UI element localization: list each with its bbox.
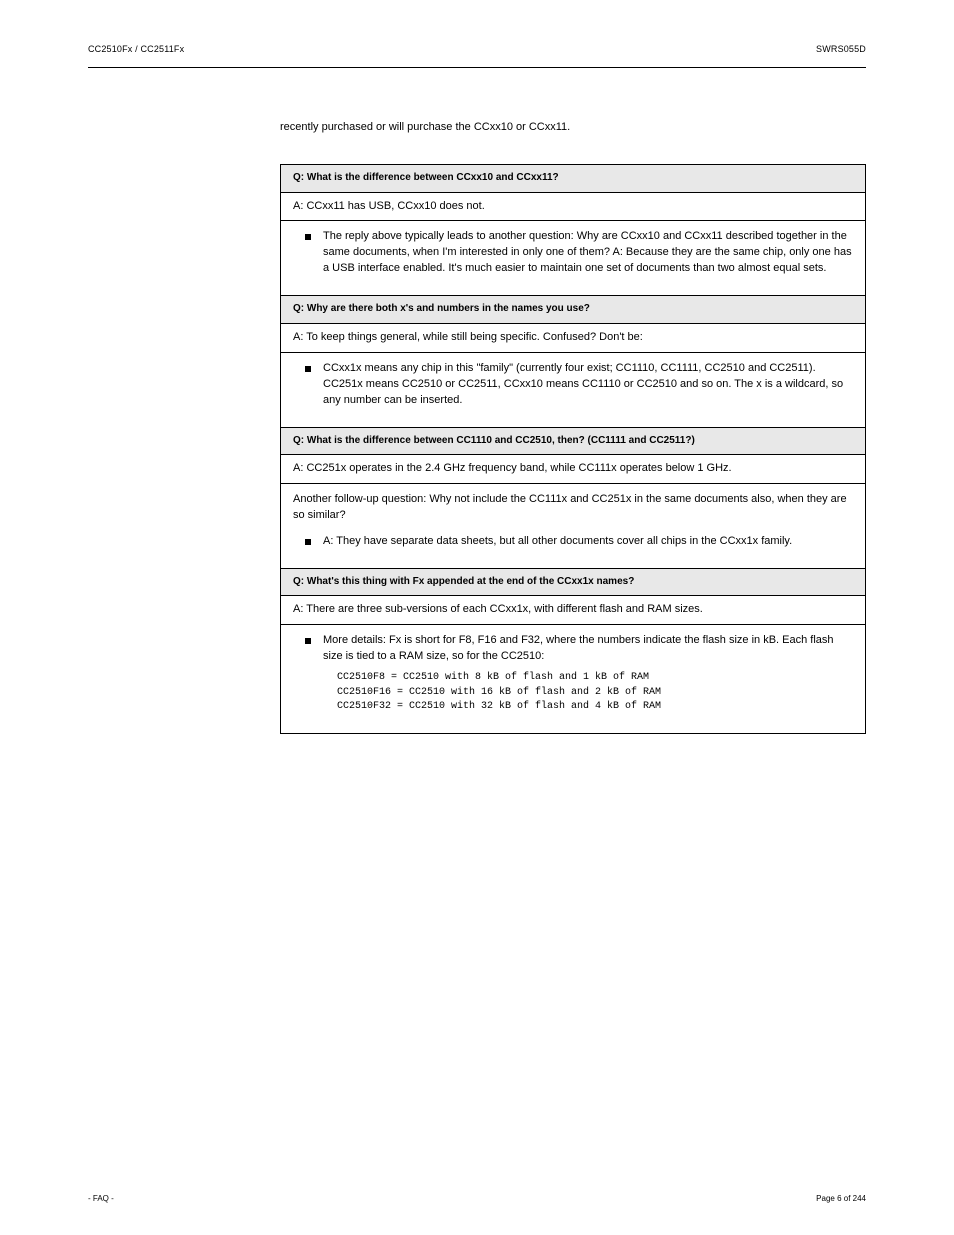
faq-bullet-text: CCxx1x means any chip in this "family" (… [323, 361, 853, 409]
page-footer: - FAQ - Page 6 of 244 [88, 1194, 866, 1203]
faq-bullet: A: They have separate data sheets, but a… [323, 534, 853, 550]
intro-text: recently purchased or will purchase the … [280, 120, 866, 136]
faq-question: Q: What is the difference between CC1110… [281, 427, 865, 455]
footer-right: Page 6 of 244 [816, 1194, 866, 1203]
header-right: SWRS055D [816, 44, 866, 54]
header-left: CC2510Fx / CC2511Fx [88, 44, 184, 54]
faq-mono-line: CC2510F16 = CC2510 with 16 kB of flash a… [337, 686, 853, 701]
faq-answer: A: CC251x operates in the 2.4 GHz freque… [281, 454, 865, 483]
faq-bullet: CCxx1x means any chip in this "family" (… [323, 361, 853, 409]
header-rule [88, 67, 866, 68]
faq-mono-line: CC2510F32 = CC2510 with 32 kB of flash a… [337, 700, 853, 715]
faq-detail: CCxx1x means any chip in this "family" (… [281, 352, 865, 427]
faq-detail: The reply above typically leads to anoth… [281, 220, 865, 295]
faq-bullet: The reply above typically leads to anoth… [323, 229, 853, 277]
faq-bullet: More details: Fx is short for F8, F16 an… [323, 633, 853, 714]
faq-detail: More details: Fx is short for F8, F16 an… [281, 624, 865, 732]
faq-question: Q: What's this thing with Fx appended at… [281, 568, 865, 596]
faq-answer: A: There are three sub-versions of each … [281, 595, 865, 624]
faq-preamble: Another follow-up question: Why not incl… [293, 492, 853, 524]
faq-bullet-text: More details: Fx is short for F8, F16 an… [323, 633, 853, 665]
faq-bullet-text: A: They have separate data sheets, but a… [323, 534, 853, 550]
faq-bullet-text: The reply above typically leads to anoth… [323, 229, 853, 277]
page-header: CC2510Fx / CC2511Fx SWRS055D [88, 44, 866, 54]
faq-mono-line: CC2510F8 = CC2510 with 8 kB of flash and… [337, 671, 853, 686]
faq-detail: Another follow-up question: Why not incl… [281, 483, 865, 568]
faq-answer: A: To keep things general, while still b… [281, 323, 865, 352]
faq-question: Q: What is the difference between CCxx10… [281, 165, 865, 192]
faq-table: Q: What is the difference between CCxx10… [280, 164, 866, 734]
footer-left: - FAQ - [88, 1194, 114, 1203]
faq-question: Q: Why are there both x's and numbers in… [281, 295, 865, 323]
faq-answer: A: CCxx11 has USB, CCxx10 does not. [281, 192, 865, 221]
page: CC2510Fx / CC2511Fx SWRS055D recently pu… [0, 0, 954, 1235]
